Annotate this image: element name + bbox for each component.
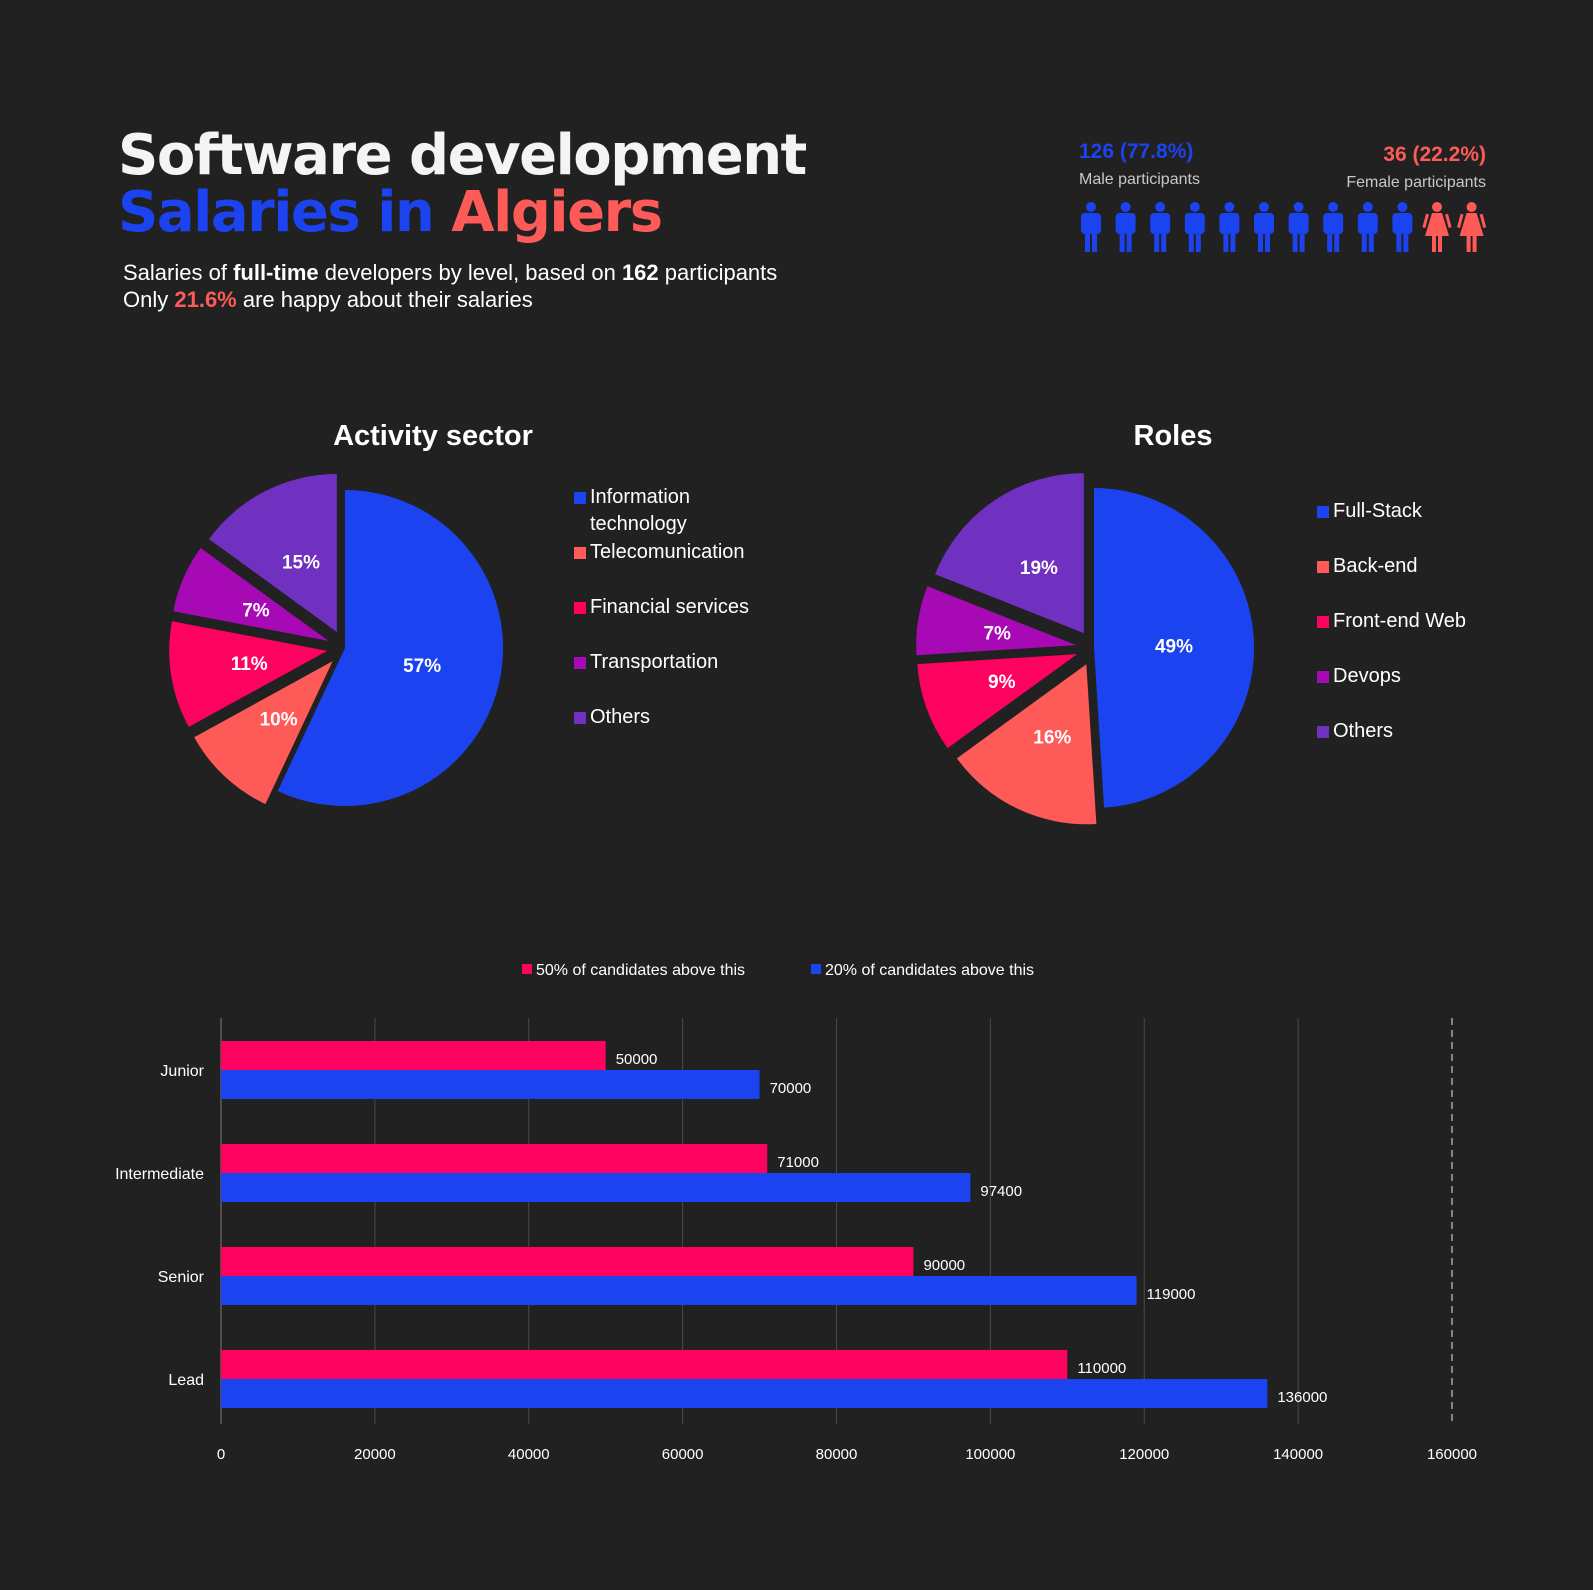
bar-legend-swatch xyxy=(811,964,821,974)
male-participants-value: 126 (77.8%) xyxy=(1079,140,1194,163)
x-tick-label: 100000 xyxy=(965,1446,1015,1463)
bar-value-label: 70000 xyxy=(770,1080,812,1097)
legend-swatch xyxy=(1317,726,1329,738)
legend-swatch xyxy=(574,547,586,559)
bar-senior-top20 xyxy=(221,1276,1137,1305)
bar-senior-median xyxy=(221,1247,914,1276)
legend-label: Transportation xyxy=(590,651,719,673)
legend-label: Back-end xyxy=(1333,555,1418,577)
legend-label: Others xyxy=(590,706,651,728)
bar-lead-median xyxy=(221,1350,1068,1379)
x-tick-label: 60000 xyxy=(662,1446,704,1463)
legend-label: Others xyxy=(1333,720,1394,742)
legend-swatch xyxy=(1317,561,1329,573)
legend-swatch xyxy=(574,492,586,504)
pie-slice-back-end xyxy=(956,664,1097,825)
legend-label: Full-Stack xyxy=(1333,500,1422,522)
pie-slice-front-end-web xyxy=(917,654,1078,749)
y-category-label: Lead xyxy=(168,1372,204,1389)
pie-value-label: 15% xyxy=(282,553,320,574)
bar-value-label: 110000 xyxy=(1077,1360,1126,1377)
pie-value-label: 7% xyxy=(242,600,270,621)
bar-legend-label: 20% of candidates above this xyxy=(825,962,1034,979)
pie-slice-telecomunication xyxy=(194,661,333,805)
pie-slice-financial-services xyxy=(169,621,328,727)
x-tick-label: 160000 xyxy=(1427,1446,1477,1463)
legend-label: Information technology xyxy=(590,486,691,535)
subtitle-emphasis: full-time xyxy=(233,260,319,285)
activity-sector-title: Activity sector xyxy=(333,420,533,452)
subtitle-text: Salaries of xyxy=(123,260,234,285)
bar-intermediate-median xyxy=(221,1144,768,1173)
roles-title: Roles xyxy=(1133,420,1213,452)
y-category-label: Intermediate xyxy=(115,1166,204,1183)
subtitle-text: developers by level, based on xyxy=(318,260,622,285)
subtitle-text: participants xyxy=(658,260,778,285)
pie-slice-full-stack xyxy=(1094,488,1254,808)
pie-value-label: 19% xyxy=(1020,558,1058,579)
bar-value-label: 90000 xyxy=(923,1257,965,1274)
x-tick-label: 20000 xyxy=(354,1446,396,1463)
female-participants-value: 36 (22.2%) xyxy=(1383,143,1486,166)
x-tick-label: 140000 xyxy=(1273,1446,1323,1463)
pie-value-label: 9% xyxy=(988,672,1016,693)
title-city: Algiers xyxy=(451,180,663,245)
legend-label: Financial services xyxy=(590,596,749,618)
pie-value-label: 10% xyxy=(260,710,298,731)
pie-slice-others xyxy=(209,473,337,632)
pie-slice-devops xyxy=(916,586,1077,656)
y-category-label: Junior xyxy=(160,1063,204,1080)
title-salaries-in: Salaries in xyxy=(118,180,435,245)
subtitle-text: are happy about their salaries xyxy=(236,287,533,312)
happy-percentage: 21.6% xyxy=(174,287,237,312)
pie-slice-information-technology xyxy=(277,490,503,807)
bar-legend-label: 50% of candidates above this xyxy=(536,962,745,979)
bar-value-label: 119000 xyxy=(1147,1286,1196,1303)
participant-count: 162 xyxy=(621,260,659,285)
pie-value-label: 7% xyxy=(983,624,1011,645)
legend-swatch xyxy=(574,657,586,669)
pie-value-label: 49% xyxy=(1155,636,1193,657)
bar-value-label: 97400 xyxy=(980,1183,1022,1200)
bar-lead-top20 xyxy=(221,1379,1268,1408)
legend-swatch xyxy=(1317,616,1329,628)
pie-slice-transportation xyxy=(173,547,329,641)
legend-swatch xyxy=(574,602,586,614)
legend-label: Front-end Web xyxy=(1333,610,1467,632)
page-title: Software development xyxy=(118,123,807,188)
bar-junior-median xyxy=(221,1041,606,1070)
bar-intermediate-top20 xyxy=(221,1173,971,1202)
male-participants-label: Male participants xyxy=(1079,171,1200,188)
bar-legend-swatch xyxy=(522,964,532,974)
pie-value-label: 16% xyxy=(1033,728,1071,749)
activity-sector-pie: 57% 10% 11% 7% 15% xyxy=(169,473,503,807)
pie-value-label: 11% xyxy=(231,654,268,675)
y-category-label: Senior xyxy=(158,1269,205,1286)
subtitle-participants: Salaries of full-time developers by leve… xyxy=(123,259,777,287)
bar-value-label: 71000 xyxy=(777,1154,819,1171)
x-tick-label: 120000 xyxy=(1119,1446,1169,1463)
bar-value-label: 136000 xyxy=(1277,1389,1327,1406)
page-title-line2: Salaries in Algiers xyxy=(118,180,663,245)
x-tick-label: 80000 xyxy=(816,1446,858,1463)
pie-value-label: 57% xyxy=(403,656,441,677)
x-tick-label: 0 xyxy=(217,1446,225,1463)
legend-swatch xyxy=(574,712,586,724)
legend-label: Telecomunication xyxy=(590,541,745,563)
x-tick-label: 40000 xyxy=(508,1446,550,1463)
bar-value-label: 50000 xyxy=(616,1051,658,1068)
bar-junior-top20 xyxy=(221,1070,760,1099)
subtitle-happiness: Only 21.6% are happy about their salarie… xyxy=(123,286,533,314)
legend-swatch xyxy=(1317,506,1329,518)
legend-swatch xyxy=(1317,671,1329,683)
legend-label: Devops xyxy=(1333,665,1401,687)
subtitle-text: Only xyxy=(123,287,175,312)
pie-slice-others xyxy=(935,473,1084,634)
roles-pie: 49% 16% 9% 7% 19% xyxy=(916,473,1254,825)
female-participants-label: Female participants xyxy=(1346,174,1486,191)
